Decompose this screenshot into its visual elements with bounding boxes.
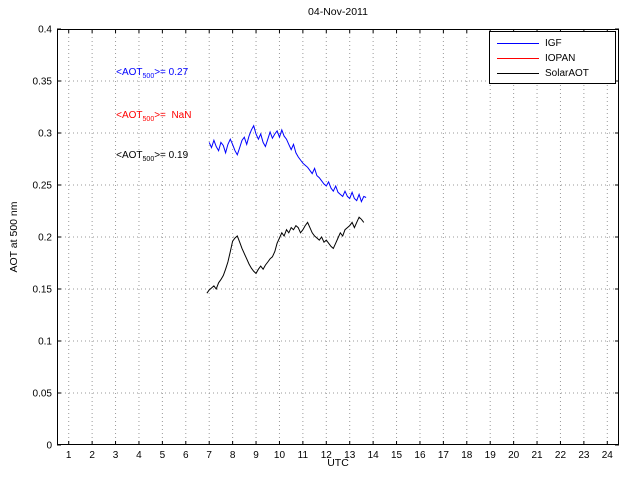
x-tick-label: 7 bbox=[206, 450, 212, 461]
x-tick-label: 24 bbox=[602, 450, 614, 461]
annotation-solaraot-mean: <AOT500>= 0.19 bbox=[105, 139, 188, 174]
y-tick-label: 0.4 bbox=[38, 25, 52, 36]
x-tick-label: 13 bbox=[344, 450, 356, 461]
x-tick-label: 20 bbox=[508, 450, 520, 461]
x-tick-label: 1 bbox=[66, 450, 72, 461]
y-tick-label: 0.35 bbox=[33, 77, 53, 88]
legend-line-sample-solaraot bbox=[497, 73, 539, 74]
x-tick-label: 16 bbox=[414, 450, 426, 461]
x-tick-label: 22 bbox=[555, 450, 567, 461]
annotation-text: <AOT bbox=[116, 110, 143, 121]
x-tick-label: 21 bbox=[531, 450, 543, 461]
annotation-text: <AOT bbox=[116, 67, 143, 78]
x-tick-label: 10 bbox=[274, 450, 286, 461]
annotation-text: >= 0.27 bbox=[154, 67, 189, 78]
y-tick-label: 0.25 bbox=[33, 181, 53, 192]
annotation-iopan-mean: <AOT500>= NaN bbox=[105, 99, 191, 134]
annotation-subscript: 500 bbox=[142, 116, 155, 123]
x-axis-label: UTC bbox=[327, 457, 349, 469]
y-tick-label: 0.1 bbox=[38, 337, 52, 348]
series-line-igf bbox=[208, 124, 367, 203]
legend-entry-solaraot: SolarAOT bbox=[490, 66, 615, 81]
legend-line-sample-iopan bbox=[497, 58, 539, 59]
x-tick-label: 17 bbox=[438, 450, 450, 461]
x-tick-label: 19 bbox=[485, 450, 497, 461]
annotation-text: >= 0.19 bbox=[154, 150, 189, 161]
y-tick-label: 0 bbox=[46, 441, 52, 452]
x-tick-label: 9 bbox=[253, 450, 259, 461]
legend-label: SolarAOT bbox=[545, 68, 589, 79]
x-tick-label: 5 bbox=[160, 450, 166, 461]
annotation-text: <AOT bbox=[116, 150, 143, 161]
series-line-solaraot bbox=[206, 216, 365, 294]
annotation-subscript: 500 bbox=[142, 156, 155, 163]
x-tick-label: 6 bbox=[183, 450, 189, 461]
x-tick-label: 15 bbox=[391, 450, 403, 461]
legend: IGF IOPAN SolarAOT bbox=[489, 31, 616, 84]
x-tick-label: 3 bbox=[113, 450, 119, 461]
legend-label: IGF bbox=[545, 38, 562, 49]
annotation-igf-mean: <AOT500>= 0.27 bbox=[105, 56, 188, 91]
legend-entry-igf: IGF bbox=[490, 36, 615, 51]
x-tick-label: 11 bbox=[298, 450, 309, 461]
x-tick-label: 23 bbox=[578, 450, 590, 461]
y-tick-label: 0.15 bbox=[33, 285, 53, 296]
legend-label: IOPAN bbox=[545, 53, 576, 64]
x-tick-label: 8 bbox=[230, 450, 236, 461]
x-tick-label: 12 bbox=[321, 450, 333, 461]
annotation-text: >= NaN bbox=[154, 110, 192, 121]
legend-line-sample-igf bbox=[497, 43, 539, 44]
y-tick-label: 0.3 bbox=[38, 129, 52, 140]
x-tick-label: 2 bbox=[89, 450, 95, 461]
x-tick-label: 18 bbox=[461, 450, 473, 461]
x-tick-label: 4 bbox=[136, 450, 142, 461]
y-tick-label: 0.05 bbox=[33, 389, 53, 400]
legend-entry-iopan: IOPAN bbox=[490, 51, 615, 66]
annotation-subscript: 500 bbox=[142, 73, 155, 80]
y-tick-label: 0.2 bbox=[38, 233, 52, 244]
x-tick-label: 14 bbox=[368, 450, 380, 461]
chart-title: 04-Nov-2011 bbox=[308, 6, 368, 18]
